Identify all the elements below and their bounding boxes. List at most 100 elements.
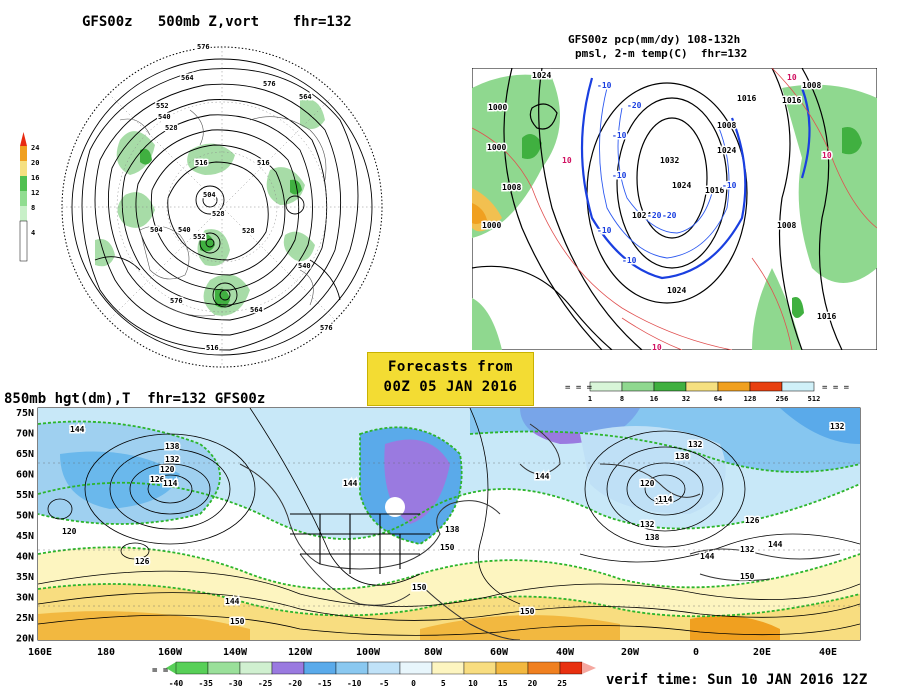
z850-contour-label: 132 <box>640 520 655 529</box>
lat-label: 50N <box>16 511 34 522</box>
z850-contour-label: 150 <box>740 572 755 581</box>
z850-contour-label: 132 <box>165 455 180 464</box>
z850-contour-label: 132 <box>688 440 703 449</box>
pmsl-contour-label: 1024 <box>717 146 736 155</box>
z500-contour-label: 576 <box>263 80 276 88</box>
z500-contour-label: 576 <box>197 43 210 51</box>
lon-label: 160W <box>158 647 183 658</box>
lon-label: 40E <box>819 647 837 658</box>
pmsl-contour-label: 1008 <box>502 183 521 192</box>
vort-colorbar-label: 16 <box>31 174 39 182</box>
temp-colorbar-label: -15 <box>317 679 332 688</box>
temp2m-contour-label: 10 <box>822 151 832 160</box>
temp-colorbar: = = <box>152 661 596 676</box>
temp2m-contour-label: -10 <box>612 131 627 140</box>
z500-contour-label: 540 <box>178 226 191 234</box>
lat-label: 60N <box>16 470 34 481</box>
z850-contour-label: 120 <box>640 479 655 488</box>
z850-contour-label: 150 <box>412 583 427 592</box>
pcp-colorbar-label: 32 <box>682 395 690 403</box>
pmsl-contour-label: 1016 <box>737 94 756 103</box>
z850-contour-label: 132 <box>830 422 845 431</box>
pcp-colorbar-label: 8 <box>620 395 624 403</box>
vort-colorbar <box>19 132 28 262</box>
pmsl-contour-label: 1024 <box>667 286 686 295</box>
forecast-line2: 00Z 05 JAN 2016 <box>383 379 518 395</box>
temp-colorbar-label: 10 <box>468 679 478 688</box>
lat-label: 55N <box>16 490 34 501</box>
pmsl-contour-label: 1000 <box>488 103 507 112</box>
pmsl-contour-label: 1016 <box>782 96 801 105</box>
forecast-box: Forecasts from 00Z 05 JAN 2016 <box>367 352 534 406</box>
vort-colorbar-label: 24 <box>31 144 39 152</box>
z500-contour-label: 576 <box>170 297 183 305</box>
temp2m-contour-label: -20 <box>662 211 677 220</box>
vort-colorbar-label: 8 <box>31 204 35 212</box>
z500-contour-label: 564 <box>181 74 194 82</box>
pcp-colorbar-label: 512 <box>808 395 821 403</box>
lon-label: 120W <box>288 647 313 658</box>
pmsl-contour-label: 1032 <box>660 156 679 165</box>
z500-contour-label: 576 <box>320 324 333 332</box>
z500-contour-label: 528 <box>165 124 178 132</box>
z500-contour-label: 528 <box>242 227 255 235</box>
lon-label: 0 <box>693 647 699 658</box>
z500-contour-label: 552 <box>156 102 169 110</box>
pmsl-contour-label: 1024 <box>632 211 651 220</box>
svg-text:= =: = = <box>152 666 169 676</box>
pcp-colorbar-label: 16 <box>650 395 658 403</box>
pmsl-contour-label: 1024 <box>672 181 691 190</box>
z500-contour-label: 540 <box>158 113 171 121</box>
pmsl-contour-label: 1024 <box>532 71 551 80</box>
lon-label: 20E <box>753 647 771 658</box>
temp-colorbar-label: 5 <box>441 679 446 688</box>
z850-contour-label: 144 <box>768 540 783 549</box>
temp2m-contour-label: -10 <box>722 181 737 190</box>
z850-contour-label: 132 <box>740 545 755 554</box>
temp2m-contour-label: 10 <box>787 73 797 82</box>
lat-label: 20N <box>16 634 34 645</box>
pmsl-contour-label: 1000 <box>487 143 506 152</box>
pcp-colorbar-label: 1 <box>588 395 592 403</box>
lon-label: 60W <box>490 647 509 658</box>
temp2m-contour-label: -20 <box>627 101 642 110</box>
temp2m-contour-label: 10 <box>562 156 572 165</box>
z850-contour-label: 150 <box>440 543 455 552</box>
z500-contour-label: 504 <box>150 226 163 234</box>
z850-contour-label: 126 <box>135 557 150 566</box>
lat-label: 25N <box>16 613 34 624</box>
z500-contour-label: 540 <box>298 262 311 270</box>
z850-contour-label: 138 <box>675 452 690 461</box>
z850-contour-label: 120 <box>62 527 77 536</box>
lon-label: 40W <box>556 647 575 658</box>
z500-contour-label: 516 <box>206 344 219 352</box>
temp2m-contour-label: -20 <box>647 211 662 220</box>
panel-500mb-title: GFS00z 500mb Z,vort fhr=132 <box>82 14 352 30</box>
z850-contour-label: 144 <box>343 479 358 488</box>
lon-label: 100W <box>356 647 381 658</box>
z850-contour-label: 144 <box>225 597 240 606</box>
temp2m-contour-label: -10 <box>597 226 612 235</box>
z500-contour-label: 528 <box>212 210 225 218</box>
z850-contour-label: 126 <box>745 516 760 525</box>
temp-colorbar-label: -10 <box>347 679 362 688</box>
pcp-colorbar-label: 256 <box>776 395 789 403</box>
z500-contour-label: 564 <box>250 306 263 314</box>
lon-label: 20W <box>621 647 640 658</box>
panel-pcp-title-1: GFS00z pcp(mm/dy) 108-132h <box>568 33 741 46</box>
z850-contour-label: 114 <box>163 479 178 488</box>
svg-text:= = =: = = = <box>822 383 850 393</box>
temp-colorbar-label: 20 <box>528 679 538 688</box>
lat-label: 70N <box>16 429 34 440</box>
lat-label: 40N <box>16 552 34 563</box>
vort-colorbar-label: 12 <box>31 189 39 197</box>
z500-contour-label: 516 <box>195 159 208 167</box>
temp-colorbar-label: -35 <box>198 679 213 688</box>
z850-contour-label: 138 <box>165 442 180 451</box>
pmsl-contour-label: 1000 <box>482 221 501 230</box>
z850-contour-label: 138 <box>655 497 670 506</box>
lat-label: 65N <box>16 449 34 460</box>
pcp-colorbar-label: 128 <box>744 395 757 403</box>
temp-colorbar-label: -20 <box>288 679 303 688</box>
temp-colorbar-label: 15 <box>498 679 508 688</box>
